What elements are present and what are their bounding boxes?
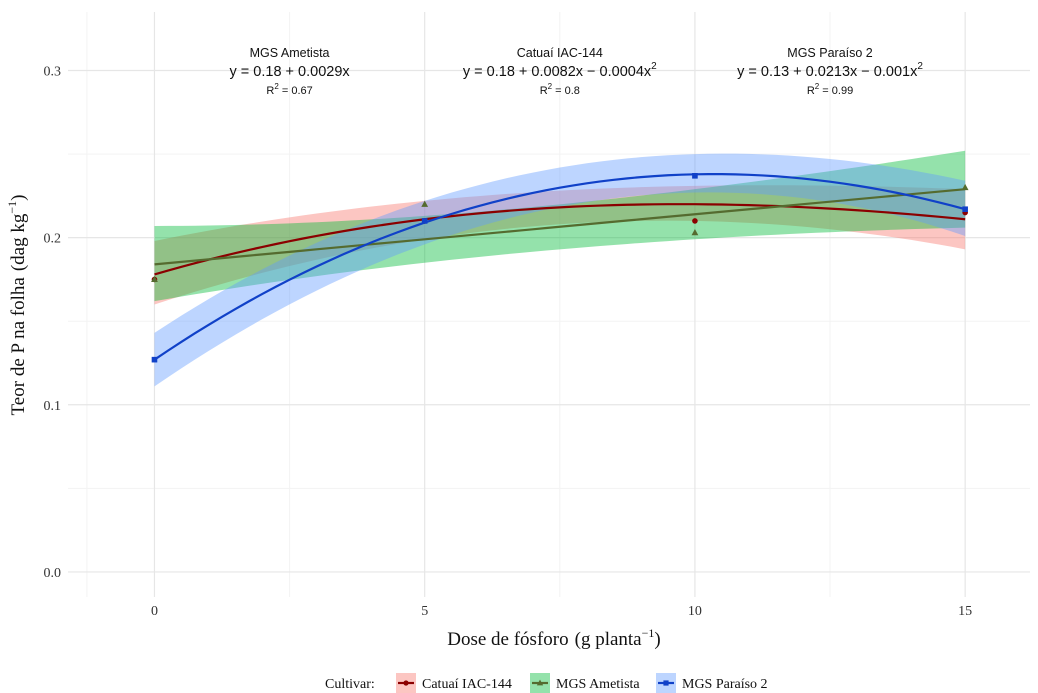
x-tick-label: 5 [421,604,428,619]
annotation-r2-value: = 0.8 [552,85,580,97]
fit-line [154,203,966,276]
x-tick-label: 15 [958,604,972,619]
annotation-r2-exp: 2 [274,82,279,91]
annotation-r2: R2 = 0.99 [807,82,853,97]
y-axis-title: Teor de P na folha(dag kg−1) [5,195,29,416]
y-axis-title-unit: dag kg [8,213,29,265]
y-tick-label: 0.1 [44,399,62,414]
legend-title: Cultivar: [325,677,375,692]
data-point [421,218,428,224]
x-axis-title-unit: g planta [581,629,642,650]
annotation-equation-body: y = 0.13 + 0.0213x − 0.001x [737,64,918,80]
annotation-equation-exp: 2 [651,61,657,72]
annotation-r2: R2 = 0.8 [540,82,580,97]
x-axis-title: Dose de fósforo (g planta−1) [447,626,660,650]
legend-key-marker [663,680,669,686]
y-tick-label: 0.2 [44,232,62,247]
annotation-equation-body: y = 0.18 + 0.0029x [230,64,351,80]
y-tick-label: 0.3 [44,65,62,80]
data-point [691,229,699,236]
y-tick-label: 0.0 [44,566,62,581]
confidence-band [154,185,966,305]
legend-key-marker [536,679,544,686]
legend-key-marker [403,680,409,686]
x-axis-title-main: Dose de fósforo [447,629,568,650]
grid [68,12,1030,597]
data-point [692,218,698,224]
legend-label: Catuaí IAC-144 [422,677,512,692]
y-axis-title-main: Teor de P na folha [8,277,29,416]
confidence-band [154,153,966,387]
annotation-r2-value: = 0.99 [819,85,853,97]
x-axis-title-exp: −1 [642,626,655,640]
data-point [692,173,698,179]
fit-line [153,173,966,361]
annotation-equation-body: y = 0.18 + 0.0082x − 0.0004x [463,64,652,80]
fit-lines [153,173,966,361]
annotation-r2-label: R [540,85,548,97]
fit-line [154,188,966,266]
annotation-r2-value: = 0.67 [279,85,313,97]
axis-ticks: 0 5 10 15 0.0 0.1 0.2 0.3 [44,65,973,620]
annotation-r2-label: R [807,85,815,97]
annotation-equation: y = 0.18 + 0.0082x − 0.0004x2 [463,61,657,80]
annotation-r2: R2 = 0.67 [266,82,312,97]
annotation-cultivar: MGS Paraíso 2 [787,46,872,60]
data-point [421,200,429,207]
annotation-cultivar: Catuaí IAC-144 [517,46,603,60]
annotation-cultivar: MGS Ametista [250,46,330,60]
legend: Cultivar: Catuaí IAC-144 MGS Ametista MGS … [325,673,768,693]
annotation-equation-exp: 2 [917,61,923,72]
x-tick-label: 0 [151,604,158,619]
annotation-r2-label: R [266,85,274,97]
data-points [151,173,969,363]
data-point [151,275,158,283]
x-tick-label: 10 [688,604,702,619]
annotation-r2-exp: 2 [548,82,553,91]
annotation-equation: y = 0.13 + 0.0213x − 0.001x2 [737,61,923,80]
legend-label: MGS Ametista [556,677,640,692]
y-axis-title-exp: −1 [5,201,19,214]
annotation-r2-exp: 2 [815,82,820,91]
annotation-equation: y = 0.18 + 0.0029x [230,64,351,80]
data-point [961,183,969,191]
data-point [962,206,968,213]
legend-label: MGS Paraíso 2 [682,677,768,692]
data-point [151,356,158,363]
